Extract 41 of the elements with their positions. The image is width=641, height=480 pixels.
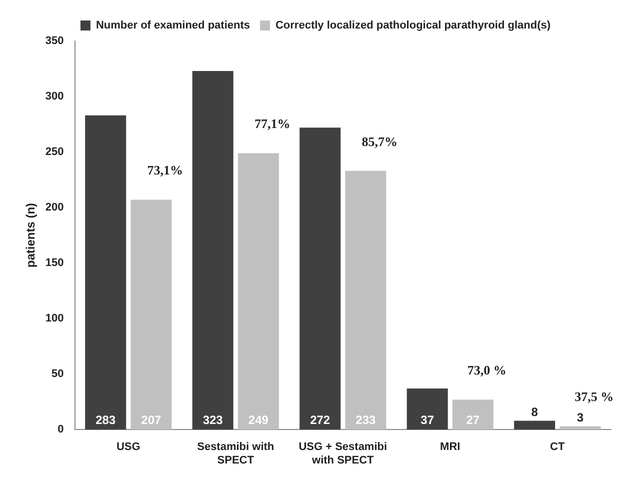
x-tick-label: Sestamibi with SPECT — [197, 441, 274, 466]
data-label: 37 — [420, 412, 434, 427]
annotation: 37,5 % — [574, 389, 614, 404]
x-tick-label: USG — [116, 441, 140, 454]
y-tick-label: 50 — [52, 368, 64, 380]
bar — [345, 170, 386, 430]
data-label: 27 — [466, 412, 480, 427]
legend-label: Correctly localized pathological parathyroid gland(s) — [275, 20, 551, 32]
y-axis-title: patients (n) — [24, 202, 38, 268]
x-tick-label: MRI — [440, 441, 460, 454]
bar — [452, 400, 494, 430]
y-tick-label: 350 — [45, 35, 64, 48]
bar — [238, 153, 279, 430]
annotation: 85,7% — [362, 134, 398, 149]
data-label: 8 — [531, 405, 538, 420]
data-label: 283 — [96, 412, 116, 427]
annotation: 73,0 % — [467, 362, 506, 378]
data-label: 233 — [356, 412, 376, 427]
data-label: 3 — [576, 410, 584, 425]
annotation: 77,1% — [254, 116, 290, 131]
bar — [514, 420, 556, 430]
y-tick-label: 150 — [45, 257, 64, 270]
bar — [560, 426, 601, 430]
bar — [85, 115, 126, 430]
data-label: 207 — [141, 412, 162, 427]
bar — [406, 388, 448, 430]
x-tick-label: CT — [550, 441, 565, 454]
data-label: 272 — [310, 412, 330, 427]
bar — [130, 200, 172, 430]
y-tick-label: 250 — [45, 146, 64, 158]
y-tick-label: 100 — [45, 312, 64, 325]
annotation: 73,1% — [147, 162, 184, 178]
legend-label: Number of examined patients — [96, 20, 250, 32]
data-label: 323 — [202, 412, 224, 427]
y-tick-label: 200 — [45, 202, 64, 214]
bar — [300, 128, 341, 430]
y-tick-label: 300 — [45, 90, 64, 103]
x-tick-label: USG + Sestamibi with SPECT — [298, 441, 388, 466]
bar — [192, 70, 234, 430]
data-label: 249 — [248, 412, 269, 427]
y-tick-label: 0 — [58, 424, 64, 436]
